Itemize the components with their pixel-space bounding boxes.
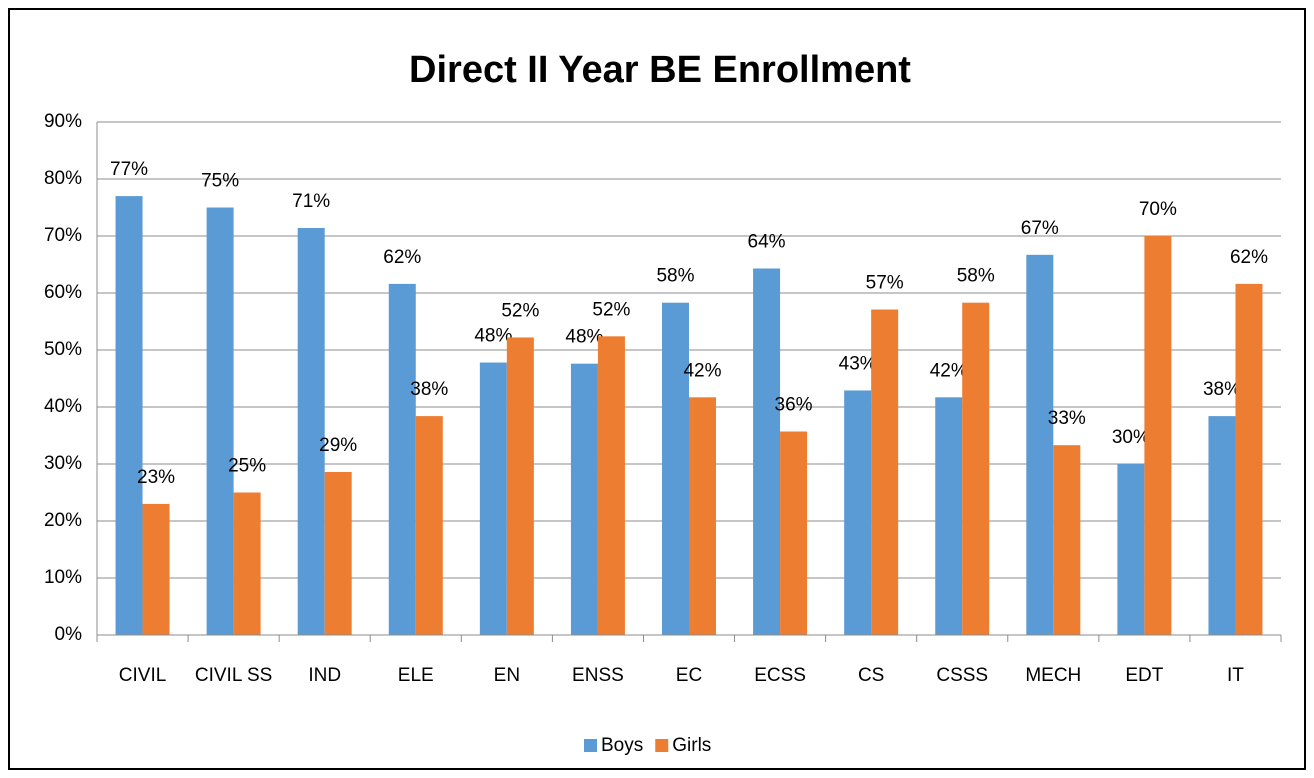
data-label: 75%	[201, 171, 239, 192]
bar	[597, 336, 625, 635]
y-tick-label: 30%	[44, 453, 82, 474]
data-label: 42%	[930, 360, 968, 381]
data-label: 62%	[383, 247, 421, 268]
bar	[1053, 445, 1081, 635]
x-tick-label: ENSS	[572, 665, 624, 686]
x-tick-label: ELE	[398, 665, 434, 686]
bar	[415, 416, 443, 635]
bar	[1208, 416, 1236, 635]
data-label: 43%	[839, 353, 877, 374]
bar	[689, 397, 716, 635]
bar	[1144, 236, 1172, 635]
bar	[479, 362, 507, 635]
y-tick-label: 70%	[44, 225, 82, 246]
bar	[388, 283, 416, 635]
bar	[570, 363, 598, 635]
data-label: 33%	[1048, 408, 1086, 429]
y-tick-label: 60%	[44, 282, 82, 303]
y-tick-label: 10%	[44, 567, 82, 588]
data-label: 58%	[656, 266, 694, 287]
x-tick-label: ECSS	[754, 665, 806, 686]
data-label: 38%	[1203, 379, 1241, 400]
bar	[1117, 464, 1145, 635]
bar	[962, 302, 990, 635]
data-label: 58%	[957, 266, 995, 287]
bar	[115, 196, 143, 635]
x-tick-label: IND	[308, 665, 341, 686]
legend-label: Boys	[601, 735, 643, 756]
legend-swatch	[584, 739, 597, 752]
data-label: 52%	[592, 299, 630, 320]
x-tick-label: MECH	[1025, 665, 1081, 686]
data-label: 52%	[501, 300, 539, 321]
bar	[1026, 254, 1054, 635]
y-tick-label: 50%	[44, 339, 82, 360]
bar	[871, 309, 899, 635]
data-label: 36%	[775, 395, 813, 416]
bar	[324, 471, 352, 635]
bar	[844, 390, 872, 635]
x-tick-label: CIVIL SS	[195, 665, 272, 686]
chart-title: Direct II Year BE Enrollment	[409, 49, 911, 91]
bar	[935, 397, 963, 635]
bar	[233, 492, 261, 635]
data-label: 67%	[1021, 218, 1059, 239]
data-label: 48%	[565, 327, 603, 348]
bar	[1235, 283, 1263, 635]
data-label: 42%	[683, 360, 721, 381]
data-label: 30%	[1112, 427, 1150, 448]
x-tick-label: EDT	[1125, 665, 1163, 686]
legend-swatch	[655, 739, 669, 752]
bar	[297, 228, 325, 635]
bar	[142, 503, 170, 635]
data-label: 70%	[1139, 199, 1177, 220]
y-tick-label: 40%	[44, 396, 82, 417]
y-tick-label: 90%	[44, 111, 82, 132]
x-tick-label: CS	[858, 665, 884, 686]
data-label: 57%	[866, 273, 904, 294]
data-label: 62%	[1230, 247, 1268, 268]
data-label: 64%	[748, 232, 786, 253]
x-tick-label: CSSS	[936, 665, 988, 686]
data-label: 25%	[228, 456, 266, 477]
chart-frame	[8, 8, 1306, 770]
bar	[780, 431, 808, 635]
x-tick-label: CIVIL	[119, 665, 167, 686]
data-label: 77%	[110, 159, 148, 180]
bar	[753, 268, 781, 635]
bar	[506, 337, 534, 635]
data-label: 23%	[137, 467, 175, 488]
bar	[206, 207, 234, 635]
bar	[662, 302, 689, 635]
y-tick-label: 80%	[44, 168, 82, 189]
y-tick-label: 20%	[44, 510, 82, 531]
x-tick-label: EN	[494, 665, 520, 686]
data-label: 71%	[292, 191, 330, 212]
x-tick-label: EC	[676, 665, 702, 686]
x-tick-label: IT	[1227, 665, 1244, 686]
data-label: 48%	[474, 326, 512, 347]
legend-label: Girls	[672, 735, 711, 756]
y-tick-label: 0%	[55, 624, 83, 645]
data-label: 38%	[410, 379, 448, 400]
data-label: 29%	[319, 435, 357, 456]
